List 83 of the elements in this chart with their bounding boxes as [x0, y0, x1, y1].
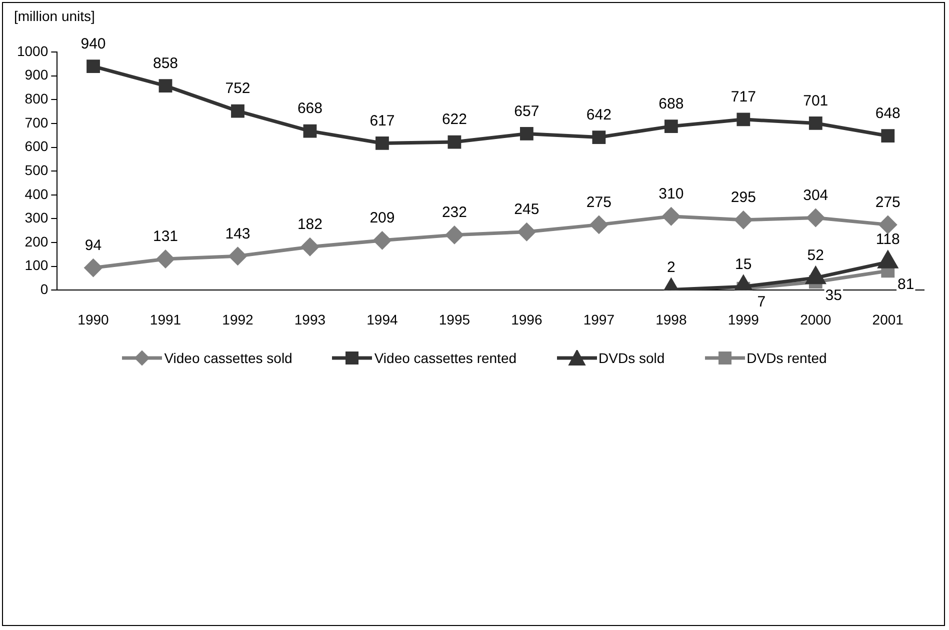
data-label: 940 [80, 35, 106, 52]
x-tick-label: 1999 [728, 311, 760, 328]
data-label: 717 [730, 88, 756, 106]
point [808, 116, 822, 130]
x-tick-label: 1994 [366, 311, 398, 328]
y-tick-label: 700 [24, 114, 48, 130]
y-tick-label: 100 [24, 257, 48, 274]
data-label: 752 [225, 80, 250, 98]
point [84, 259, 102, 277]
point [520, 127, 534, 140]
point [518, 223, 536, 241]
point [881, 129, 895, 143]
data-label: 209 [370, 210, 395, 227]
x-tick-label: 1993 [294, 311, 326, 328]
point [303, 124, 317, 138]
point [446, 226, 464, 244]
data-label: 182 [297, 216, 322, 233]
x-tick-label: 2000 [800, 311, 832, 328]
y-tick-label: 300 [24, 210, 48, 226]
y-tick-label: 900 [24, 66, 48, 83]
y-tick-label: 400 [24, 186, 48, 202]
legend-label: DVDs rented [746, 350, 827, 366]
data-label: 622 [442, 111, 467, 128]
data-label: 143 [225, 225, 250, 242]
point [590, 216, 608, 234]
point [448, 135, 462, 149]
y-tick-label: 500 [24, 162, 48, 178]
point [228, 247, 246, 265]
point [734, 211, 752, 229]
data-label: 94 [84, 236, 102, 254]
data-label: 81 [898, 276, 914, 294]
data-label: 617 [370, 112, 395, 130]
data-label: 657 [514, 102, 540, 120]
y-tick-label: 600 [24, 138, 48, 154]
data-label: 52 [807, 246, 824, 264]
data-label: 668 [297, 100, 322, 118]
point [806, 209, 824, 227]
x-tick-label: 1992 [222, 311, 254, 328]
point [879, 216, 897, 234]
data-label: 15 [735, 256, 752, 273]
data-label: 131 [152, 228, 178, 246]
data-label: 304 [803, 186, 828, 204]
y-tick-label: 200 [24, 233, 48, 250]
data-label: 701 [803, 92, 828, 110]
x-tick-label: 1991 [150, 311, 182, 328]
point [301, 238, 319, 256]
y-tick-label: 0 [40, 281, 48, 298]
data-label: 245 [514, 200, 540, 218]
legend-label: DVDs sold [598, 350, 665, 366]
x-tick-label: 1995 [438, 311, 470, 328]
legend-label: Video cassettes sold [164, 350, 292, 366]
y-tick-label: 1000 [16, 42, 48, 59]
x-tick-label: 1998 [656, 311, 687, 328]
point [664, 120, 678, 134]
point [156, 250, 174, 268]
data-label: 648 [875, 104, 900, 122]
y-axis-title: [million units] [14, 8, 95, 24]
x-tick-label: 1997 [583, 311, 615, 328]
data-label: 858 [152, 54, 178, 72]
data-label: 688 [658, 95, 684, 112]
data-label: 7 [757, 294, 766, 311]
data-label: 295 [730, 189, 756, 206]
data-label: 118 [876, 231, 900, 248]
data-label: 35 [825, 287, 842, 304]
data-label: 275 [586, 194, 612, 211]
data-label: 310 [658, 186, 684, 202]
x-tick-label: 1990 [78, 311, 110, 328]
point [86, 60, 100, 73]
point [592, 130, 606, 144]
x-tick-label: 2001 [872, 311, 904, 328]
point [736, 112, 750, 126]
y-tick-label: 800 [24, 90, 48, 106]
x-tick-label: 1996 [511, 311, 542, 328]
point [662, 208, 680, 226]
point [231, 104, 244, 118]
point [373, 232, 391, 250]
point [158, 79, 172, 93]
data-label: 232 [442, 204, 467, 222]
data-label: 2 [666, 258, 676, 276]
point [376, 136, 389, 150]
data-label: 642 [586, 106, 612, 124]
legend-label: Video cassettes rented [374, 350, 517, 366]
data-label: 275 [875, 194, 900, 211]
